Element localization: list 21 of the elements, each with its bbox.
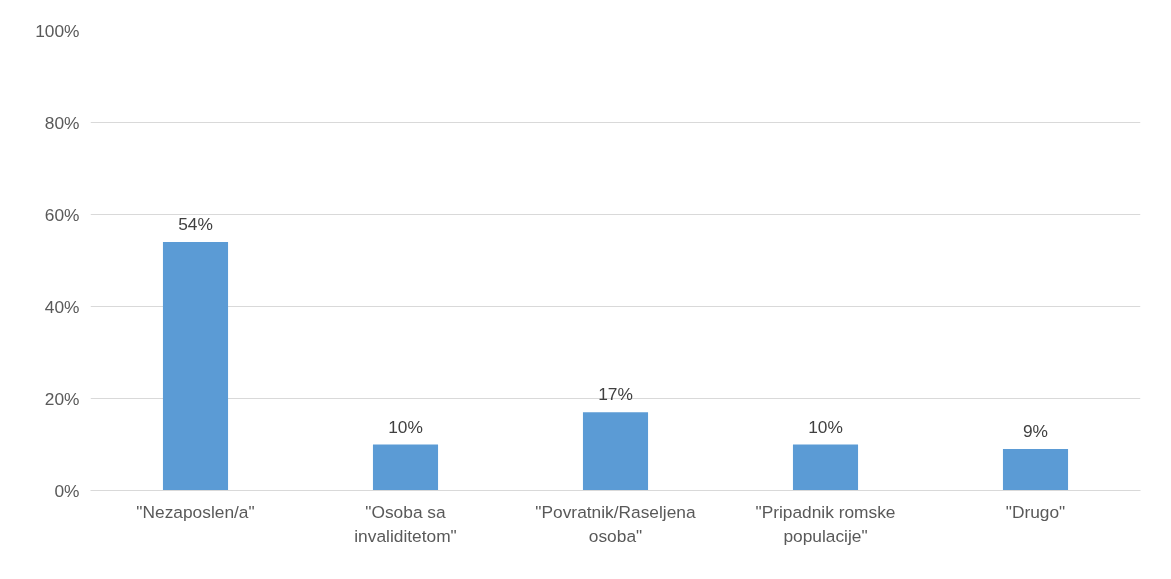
x-tick-label: "Povratnik/Raseljena osoba" — [535, 501, 696, 546]
data-label: 17% — [598, 384, 633, 405]
x-tick-label: "Nezaposlen/a" — [136, 501, 255, 522]
data-label: 10% — [808, 416, 843, 437]
data-label: 10% — [388, 416, 423, 437]
bar — [372, 444, 439, 491]
y-tick-label: 80% — [44, 112, 80, 133]
bar — [1002, 449, 1069, 491]
bar — [162, 242, 229, 491]
y-tick-label: 40% — [44, 296, 80, 317]
x-tick-label: "Osoba sa invaliditetom" — [354, 501, 457, 546]
y-tick-label: 20% — [44, 388, 80, 409]
y-tick-label: 0% — [54, 480, 80, 501]
x-tick-label: "Pripadnik romske populacije" — [755, 501, 896, 546]
data-label: 9% — [1022, 421, 1049, 442]
y-tick-label: 100% — [35, 20, 80, 41]
bar — [792, 444, 859, 491]
x-tick-label: "Drugo" — [1005, 501, 1066, 522]
y-tick-label: 60% — [44, 204, 80, 225]
data-label: 54% — [178, 214, 213, 235]
bar — [582, 412, 649, 491]
